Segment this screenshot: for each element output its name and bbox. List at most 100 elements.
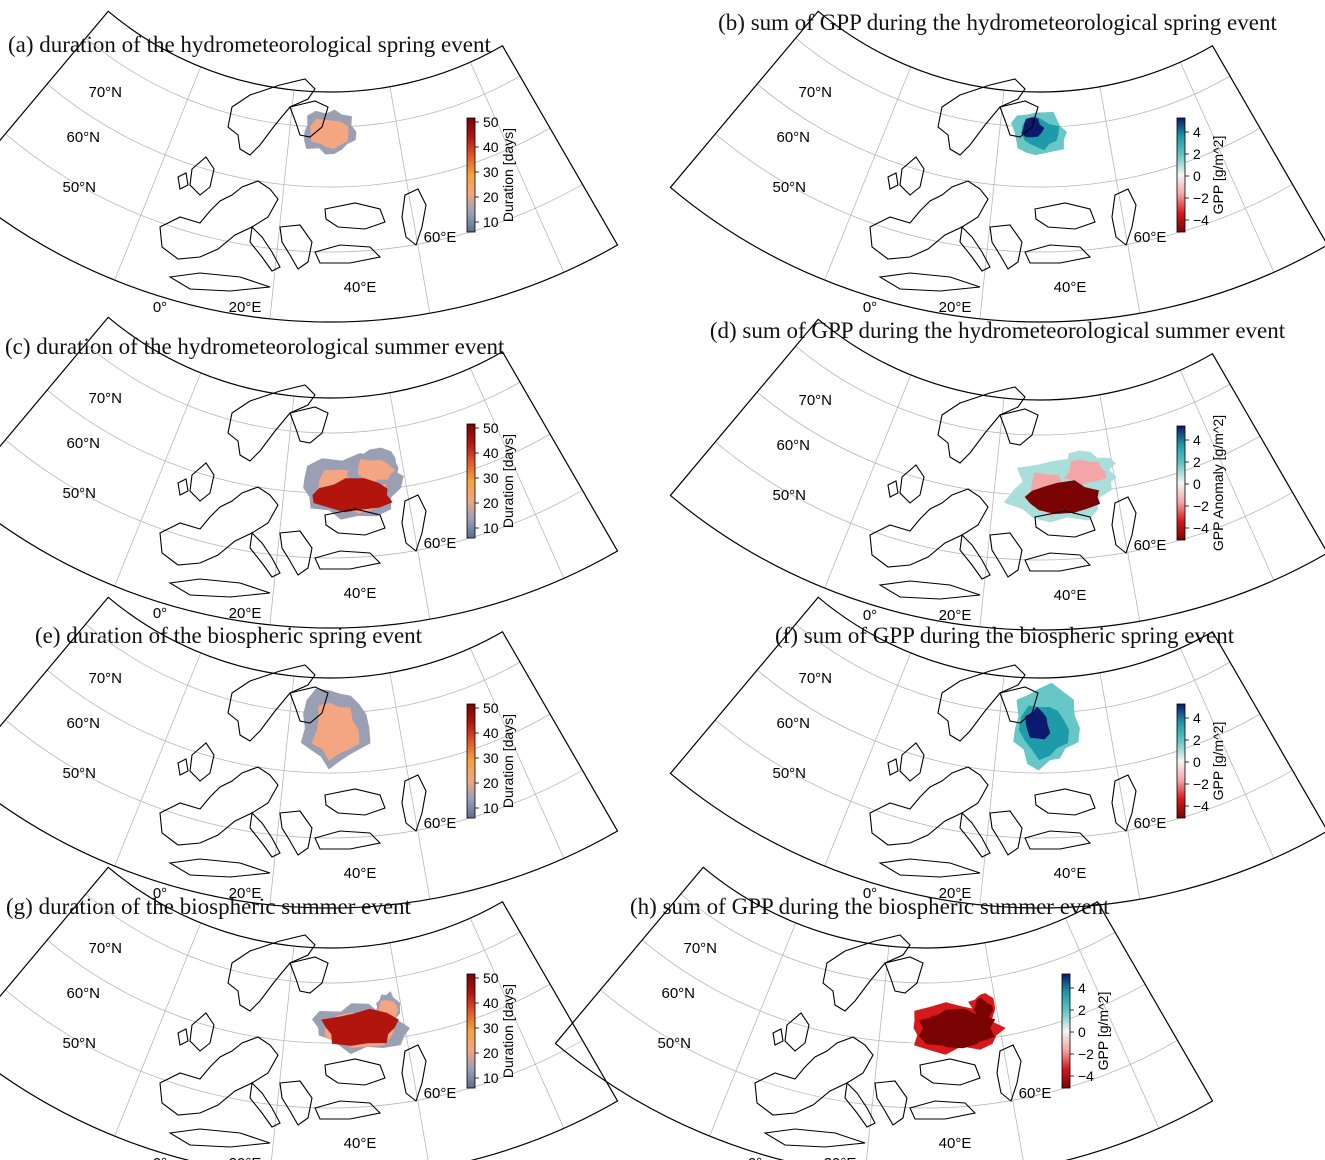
longitude-label: 20°E: [939, 607, 972, 624]
latitude-label: 60°N: [66, 435, 100, 452]
longitude-gridline: [389, 86, 431, 314]
coastline: [754, 1036, 874, 1116]
longitude-label: 60°E: [1134, 537, 1167, 554]
latitude-label: 50°N: [657, 1035, 691, 1052]
colorbar: [466, 117, 476, 233]
coastline: [899, 742, 925, 782]
latitude-gridline: [600, 989, 1178, 1109]
coastline: [314, 1100, 382, 1120]
coastline: [1024, 244, 1092, 264]
coastline: [989, 532, 1023, 578]
map-panel-a: 70°N 60°N 50°N 0° 20°E 40°E 60°E 50 40 30 20 10 Dura…: [0, 10, 619, 323]
coastline: [189, 156, 215, 196]
data-region-core: [973, 997, 994, 1022]
coastline: [227, 384, 316, 462]
colorbar-tick-label: −4: [1193, 798, 1209, 814]
latitude-label: 70°N: [88, 84, 122, 101]
coastline: [177, 172, 189, 190]
longitude-label: 60°E: [1134, 815, 1167, 832]
latitude-label: 70°N: [798, 670, 832, 687]
map-panel-e: 70°N 60°N 50°N 0° 20°E 40°E 60°E 50 40 30 20 10 Dura…: [0, 596, 619, 909]
colorbar-label: GPP [g/m^2]: [1095, 992, 1111, 1071]
colorbar-tick-label: 40: [483, 445, 499, 461]
colorbar: [1176, 117, 1186, 233]
coastline: [999, 686, 1039, 724]
coastline: [314, 550, 382, 570]
longitude-gridline: [1064, 918, 1160, 1129]
map-boundary: [554, 866, 1214, 1160]
coastline: [168, 858, 271, 878]
coastline: [227, 664, 316, 742]
coastline: [279, 224, 313, 270]
coastline: [324, 508, 386, 536]
colorbar-tick-label: 0: [1193, 168, 1201, 184]
coastline: [401, 188, 427, 246]
coastline: [159, 486, 279, 566]
coastline: [1034, 202, 1096, 230]
latitude-label: 70°N: [88, 390, 122, 407]
colorbar-tick-label: 40: [483, 995, 499, 1011]
map-panel-c: 70°N 60°N 50°N 0° 20°E 40°E 60°E 50 40 30 20 10 Dura…: [0, 316, 619, 629]
coastline: [887, 758, 899, 776]
map-area: 70°N 60°N 50°N 0° 20°E 40°E 60°E: [554, 866, 1214, 1160]
coastline: [878, 272, 981, 292]
coastline: [784, 1012, 810, 1052]
coastline: [159, 180, 279, 260]
longitude-gridline: [1099, 672, 1141, 900]
coastline: [869, 488, 989, 568]
latitude-gridline: [5, 719, 583, 839]
latitude-label: 50°N: [772, 765, 806, 782]
longitude-label: 20°E: [229, 605, 262, 622]
latitude-label: 70°N: [798, 392, 832, 409]
latitude-label: 50°N: [62, 1035, 96, 1052]
coastline: [989, 224, 1023, 270]
latitude-gridline: [5, 989, 583, 1109]
colorbar: [1176, 425, 1186, 541]
coastline: [159, 1036, 279, 1116]
longitude-gridline: [269, 396, 295, 625]
coastline: [822, 934, 911, 1012]
data-region-extreme: [918, 1008, 996, 1046]
colorbar: [1176, 703, 1186, 819]
colorbar-label: Duration [days]: [500, 714, 516, 808]
coastline: [279, 1080, 313, 1126]
latitude-label: 60°N: [776, 437, 810, 454]
colorbar-tick-label: 0: [1193, 754, 1201, 770]
coastline: [878, 858, 981, 878]
longitude-label: 40°E: [344, 585, 377, 602]
longitude-gridline: [824, 374, 912, 589]
colorbar-tick-label: −2: [1193, 498, 1209, 514]
coastline: [324, 202, 386, 230]
longitude-gridline: [114, 66, 202, 281]
latitude-label: 60°N: [776, 129, 810, 146]
colorbar-label: Duration [days]: [500, 434, 516, 528]
colorbar-tick-label: −2: [1078, 1046, 1094, 1062]
longitude-label: 60°E: [1019, 1085, 1052, 1102]
longitude-gridline: [1179, 648, 1275, 859]
coastline: [1034, 510, 1096, 538]
coastline: [919, 1058, 981, 1086]
longitude-label: 60°E: [424, 1085, 457, 1102]
colorbar-tick-label: 30: [483, 1020, 499, 1036]
panel-g: (g) duration of the biospheric summer ev…: [0, 890, 660, 930]
data-region-extreme: [1025, 706, 1051, 740]
map-panel-g: 70°N 60°N 50°N 0° 20°E 40°E 60°E 50 40 30 20 10Dura…: [0, 866, 619, 1160]
coastline: [227, 934, 316, 1012]
coastline: [772, 1028, 784, 1046]
coastline: [959, 225, 991, 272]
coastline: [189, 1012, 215, 1052]
coastline: [314, 830, 382, 850]
coastline: [999, 100, 1039, 138]
coastline: [314, 244, 382, 264]
colorbar-tick-label: 40: [483, 139, 499, 155]
latitude-label: 60°N: [66, 129, 100, 146]
latitude-gridline: [46, 389, 551, 494]
data-region-extreme: [1021, 117, 1045, 138]
panel-f: (f) sum of GPP during the biospheric spr…: [670, 615, 1325, 655]
coastline: [869, 180, 989, 260]
map-panel-f: 70°N 60°N 50°N 0° 20°E 40°E 60°E 4 2 0 −2 −4 GPP [g/…: [669, 596, 1325, 909]
longitude-gridline: [709, 922, 797, 1137]
longitude-gridline: [114, 372, 202, 587]
panel-title: (h) sum of GPP during the biospheric sum…: [630, 894, 1110, 919]
